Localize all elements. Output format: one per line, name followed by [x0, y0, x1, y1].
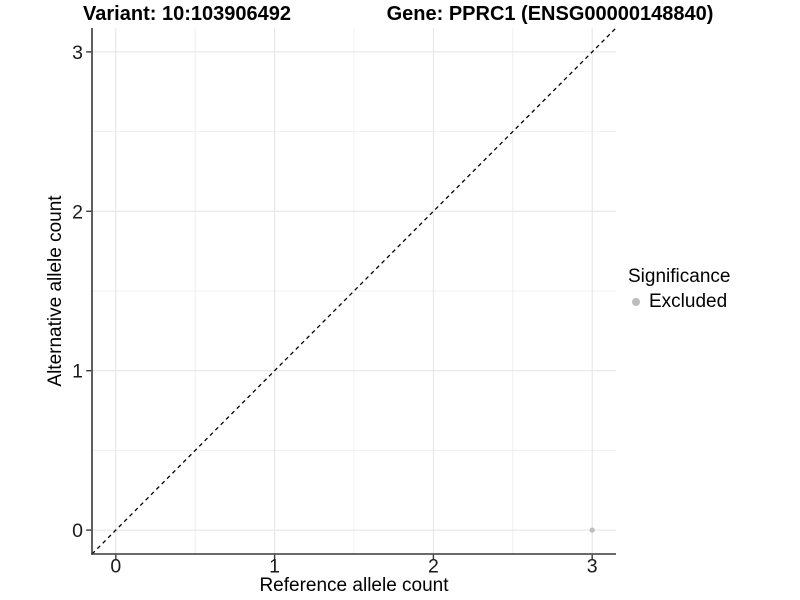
y-tick-label: 3	[72, 42, 83, 64]
legend: Significance Excluded	[628, 266, 730, 313]
x-tick-label: 0	[110, 556, 121, 578]
x-tick-label: 3	[587, 556, 598, 578]
x-tick-label: 2	[428, 556, 439, 578]
y-tick-label: 0	[72, 520, 83, 542]
y-tick-label: 1	[72, 361, 83, 383]
legend-item-label: Excluded	[649, 291, 728, 312]
x-tick-label: 1	[269, 556, 280, 578]
legend-items: Excluded	[628, 291, 730, 313]
legend-item: Excluded	[628, 291, 730, 313]
identity-reference-line	[91, 27, 617, 555]
y-axis-title: Alternative allele count	[45, 195, 66, 387]
variant-title: Variant: 10:103906492	[83, 3, 291, 25]
y-tick-label: 2	[72, 201, 83, 223]
legend-title: Significance	[628, 266, 731, 287]
gene-title: Gene: PPRC1 (ENSG00000148840)	[386, 3, 714, 25]
data-point	[589, 527, 595, 533]
legend-point-icon	[632, 298, 640, 306]
x-axis-title: Reference allele count	[259, 575, 449, 596]
